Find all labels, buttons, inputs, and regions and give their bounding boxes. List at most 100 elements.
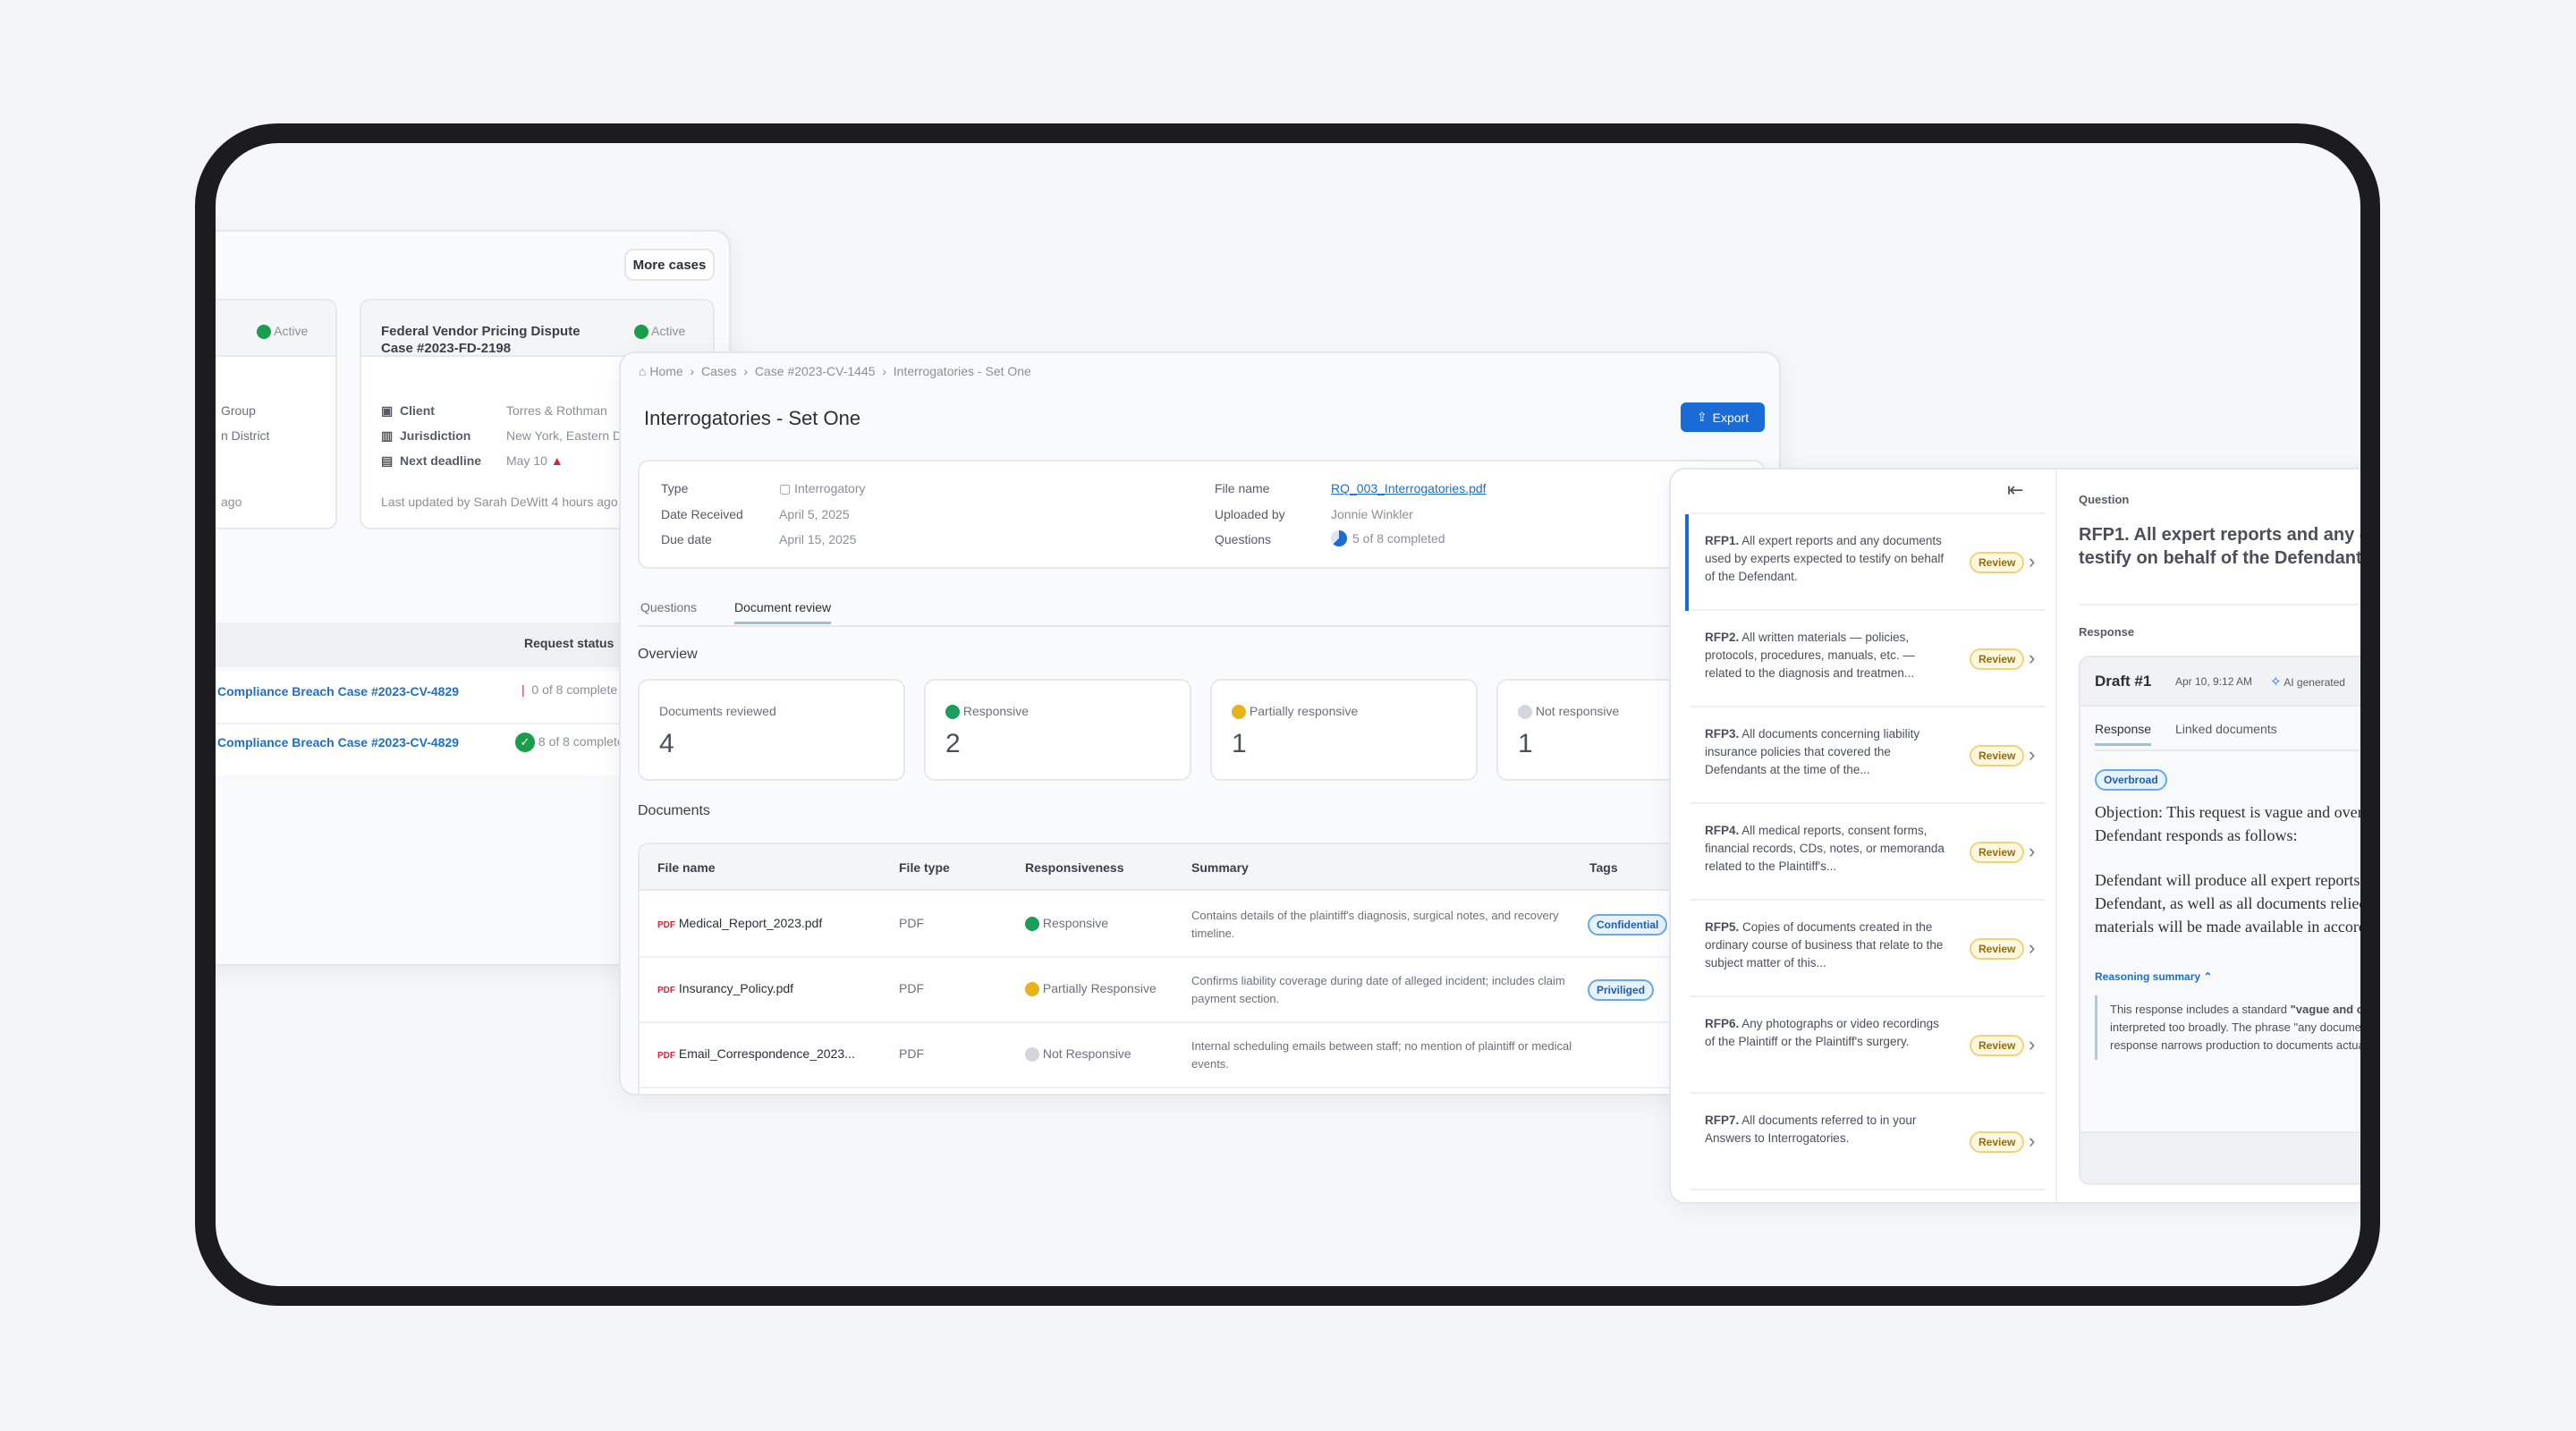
rfp-list-item[interactable]: RFP8. Any medical records or bills	[1690, 1190, 2045, 1202]
case-link[interactable]: Compliance Breach Case #2023-CV-4829	[217, 735, 460, 749]
stat-value: 1	[1232, 729, 1247, 758]
col-summary[interactable]: Summary	[1191, 860, 1249, 875]
summary: Internal scheduling emails between staff…	[1191, 1039, 1572, 1071]
request-status-header: Request status	[524, 636, 614, 650]
chevron-right-icon[interactable]: ›	[2029, 840, 2036, 862]
stat-label: Not responsive	[1518, 704, 1619, 720]
chevron-right-icon[interactable]: ›	[2029, 1130, 2036, 1152]
received-label: Date Received	[661, 507, 743, 521]
rfp-list-item[interactable]: RFP7. All documents referred to in your …	[1690, 1094, 2045, 1190]
tab-document-review[interactable]: Document review	[734, 600, 832, 624]
tab-response[interactable]: Response	[2095, 722, 2152, 746]
info-card: Type ▢ Interrogatory Date Received April…	[638, 460, 1765, 569]
rfp-text: RFP3. All documents concerning liability…	[1705, 727, 1920, 776]
status-badge: Active	[634, 324, 685, 340]
selected-indicator	[1685, 514, 1689, 611]
file-name[interactable]: PDF Email_Correspondence_2023...	[657, 1046, 855, 1061]
deadline-value: May 10 ▲	[506, 453, 564, 468]
breadcrumb-cases[interactable]: Cases	[700, 364, 737, 378]
tab-questions[interactable]: Questions	[640, 600, 698, 614]
tag-badge: Priviliged	[1588, 979, 1655, 1001]
case-link[interactable]: Compliance Breach Case #2023-CV-4829	[217, 684, 460, 699]
review-badge: Review	[1970, 745, 2025, 766]
overbroad-tag: Overbroad	[2095, 769, 2167, 791]
question-text: RFP1. All expert reports and any documen…	[2079, 525, 2360, 568]
rfp-list-item[interactable]: RFP2. All written materials — policies, …	[1690, 611, 2045, 707]
more-cases-button[interactable]: More cases	[624, 249, 715, 281]
export-button[interactable]: ⇪ Export	[1681, 402, 1765, 432]
rfp-text: RFP4. All medical reports, consent forms…	[1705, 824, 1945, 873]
reasoning-summary: This response includes a standard "vague…	[2095, 995, 2360, 1060]
draft-title: Draft #1	[2095, 673, 2152, 690]
stat-label: Responsive	[945, 704, 1029, 720]
status-dot-icon	[1518, 705, 1532, 720]
progress-empty-icon: |	[521, 682, 525, 697]
rfp-text: RFP2. All written materials — policies, …	[1705, 631, 1915, 680]
review-badge: Review	[1970, 552, 2025, 573]
file-name[interactable]: PDF Medical_Report_2023.pdf	[657, 916, 823, 930]
answer-text: Defendant will produce all expert report…	[2095, 871, 2360, 936]
uploaded-label: Uploaded by	[1215, 507, 1285, 521]
type-value: ▢ Interrogatory	[779, 481, 866, 495]
summary: Confirms liability coverage during date …	[1191, 974, 1565, 1005]
file-type: PDF	[899, 1046, 924, 1061]
tag-badge: Confidential	[1588, 914, 1668, 936]
questions-progress: 5 of 8 completed	[1331, 530, 1445, 546]
request-status: | 0 of 8 complete	[521, 682, 618, 697]
reasoning-summary-toggle[interactable]: Reasoning summary ⌃	[2095, 970, 2213, 983]
tab-linked-documents[interactable]: Linked documents	[2175, 722, 2277, 736]
stat-label: Documents reviewed	[659, 704, 776, 718]
table-row[interactable]: PDF Email_Correspondence_2023... PDF Not…	[640, 1023, 1682, 1088]
ai-generated-badge: ✧ AI generated	[2270, 674, 2345, 690]
status-dot-icon	[945, 705, 960, 720]
breadcrumb-current: Interrogatories - Set One	[893, 364, 1031, 378]
questions-label: Questions	[1215, 532, 1272, 546]
breadcrumb-home[interactable]: Home	[649, 364, 683, 378]
home-icon: ⌂	[639, 364, 647, 378]
review-badge: Review	[1970, 938, 2025, 960]
rfp-list-item[interactable]: RFP5. Copies of documents created in the…	[1690, 901, 2045, 997]
chevron-right-icon[interactable]: ›	[2029, 936, 2036, 959]
file-name[interactable]: PDF Insurancy_Policy.pdf	[657, 981, 794, 995]
progress-pie-icon	[1331, 530, 1347, 546]
col-file-type[interactable]: File type	[899, 860, 950, 875]
warning-icon: ▲	[550, 453, 564, 468]
device-screen: More cases Active Group n District ago F…	[216, 143, 2360, 1286]
stat-card: Documents reviewed 4	[638, 679, 905, 781]
stat-value: 4	[659, 729, 674, 758]
jurisdiction-value: New York, Eastern D	[506, 428, 623, 443]
col-file-name[interactable]: File name	[657, 860, 716, 875]
table-row[interactable]: PDF Medical_Report_2023.pdf PDF Responsi…	[640, 893, 1682, 958]
rfp-list-item[interactable]: RFP3. All documents concerning liability…	[1690, 707, 2045, 804]
file-link[interactable]: RQ_003_Interrogatories.pdf	[1331, 481, 1487, 495]
col-tags[interactable]: Tags	[1589, 860, 1618, 875]
type-label: Type	[661, 481, 689, 495]
objection-text: Objection: This request is vague and ove…	[2095, 803, 2360, 844]
stat-card: Partially responsive 1	[1210, 679, 1478, 781]
rfp-list-item[interactable]: RFP4. All medical reports, consent forms…	[1690, 804, 2045, 901]
collapse-icon[interactable]: ⇤	[2007, 478, 2024, 501]
col-responsiveness[interactable]: Responsiveness	[1025, 860, 1124, 875]
chevron-right-icon[interactable]: ›	[2029, 647, 2036, 669]
check-circle-icon: ✓	[515, 732, 535, 752]
chevron-right-icon[interactable]: ›	[2029, 1033, 2036, 1055]
rfp-list-item[interactable]: RFP1. All expert reports and any documen…	[1690, 514, 2045, 611]
rfp-text: RFP1. All expert reports and any documen…	[1705, 534, 1945, 583]
chevron-right-icon[interactable]: ›	[2029, 743, 2036, 766]
received-value: April 5, 2025	[779, 507, 850, 521]
status-dot-icon	[1025, 917, 1039, 932]
chevron-right-icon[interactable]: ›	[2029, 550, 2036, 572]
case-card[interactable]: Active Group n District ago	[216, 299, 337, 529]
stat-card: Responsive 2	[924, 679, 1191, 781]
breadcrumb-case[interactable]: Case #2023-CV-1445	[754, 364, 876, 378]
overview-heading: Overview	[638, 647, 698, 662]
file-type: PDF	[899, 916, 924, 930]
rfp-text: RFP6. Any photographs or video recording…	[1705, 1017, 1939, 1048]
case-card[interactable]: Federal Vendor Pricing Dispute Case #2023…	[360, 299, 715, 529]
table-row[interactable]: PDF Insurancy_Policy.pdf PDF Partially R…	[640, 958, 1682, 1023]
status-badge: Active	[257, 324, 308, 340]
rfp-list-item[interactable]: RFP6. Any photographs or video recording…	[1690, 997, 2045, 1094]
updated-text: ago	[221, 495, 242, 509]
client-value: Torres & Rothman	[506, 403, 607, 418]
rfp-text: RFP7. All documents referred to in your …	[1705, 1113, 1917, 1145]
